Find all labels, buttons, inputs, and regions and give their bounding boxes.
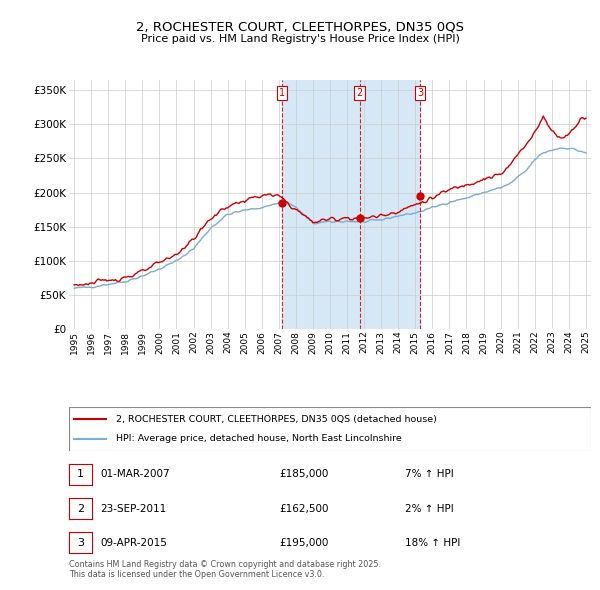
Text: 2: 2 — [77, 504, 84, 513]
Text: 1: 1 — [77, 470, 84, 479]
Text: 23-SEP-2011: 23-SEP-2011 — [100, 504, 166, 513]
Text: Contains HM Land Registry data © Crown copyright and database right 2025.
This d: Contains HM Land Registry data © Crown c… — [69, 560, 381, 579]
Text: Price paid vs. HM Land Registry's House Price Index (HPI): Price paid vs. HM Land Registry's House … — [140, 34, 460, 44]
Text: 1: 1 — [278, 88, 285, 99]
Text: £185,000: £185,000 — [279, 470, 328, 479]
Text: 3: 3 — [77, 538, 84, 548]
Text: £162,500: £162,500 — [279, 504, 329, 513]
Text: 2% ↑ HPI: 2% ↑ HPI — [405, 504, 454, 513]
Text: 2, ROCHESTER COURT, CLEETHORPES, DN35 0QS (detached house): 2, ROCHESTER COURT, CLEETHORPES, DN35 0Q… — [116, 415, 437, 424]
Text: 2: 2 — [356, 88, 362, 99]
Text: 7% ↑ HPI: 7% ↑ HPI — [405, 470, 454, 479]
Text: 3: 3 — [417, 88, 423, 99]
Text: 01-MAR-2007: 01-MAR-2007 — [100, 470, 170, 479]
Text: 2, ROCHESTER COURT, CLEETHORPES, DN35 0QS: 2, ROCHESTER COURT, CLEETHORPES, DN35 0Q… — [136, 21, 464, 34]
Text: 18% ↑ HPI: 18% ↑ HPI — [405, 538, 460, 548]
Text: HPI: Average price, detached house, North East Lincolnshire: HPI: Average price, detached house, Nort… — [116, 434, 402, 444]
Text: 09-APR-2015: 09-APR-2015 — [100, 538, 167, 548]
Text: £195,000: £195,000 — [279, 538, 328, 548]
Bar — [282, 80, 420, 329]
